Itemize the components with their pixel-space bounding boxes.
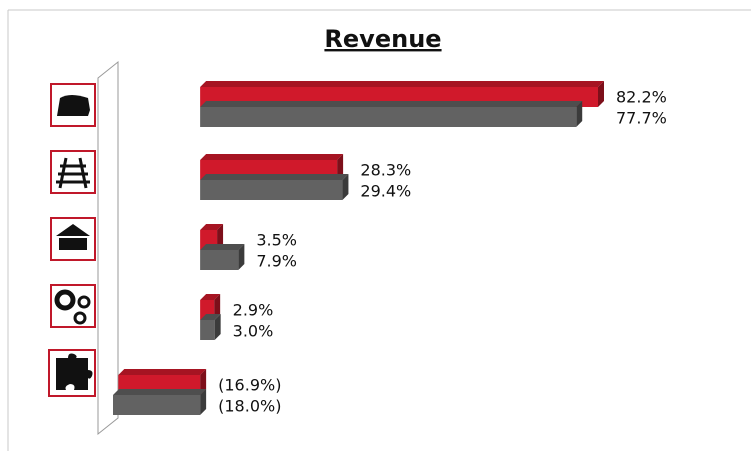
icon-box xyxy=(50,284,96,328)
bar-side xyxy=(214,314,221,340)
bar-top xyxy=(200,244,245,250)
category-icons xyxy=(48,83,96,397)
value-label: 3.5% xyxy=(256,231,297,250)
value-label: 29.4% xyxy=(360,182,411,201)
bar xyxy=(200,320,215,340)
bar-side xyxy=(337,154,344,180)
icon-box xyxy=(50,150,96,194)
bar-top xyxy=(200,81,605,87)
bar xyxy=(113,395,201,415)
icon-box xyxy=(50,217,96,261)
bar-side xyxy=(214,294,221,320)
bar-side xyxy=(200,389,207,415)
bar-side xyxy=(598,81,604,107)
bar xyxy=(200,107,577,127)
value-label: 82.2% xyxy=(616,88,667,107)
value-label: 3.0% xyxy=(233,322,274,341)
train-icon xyxy=(57,95,90,116)
bar-side xyxy=(342,174,349,200)
gear-icon xyxy=(77,295,91,309)
bar-top xyxy=(118,369,207,375)
bar-top xyxy=(200,101,583,107)
value-label: (16.9%) xyxy=(218,376,281,395)
bar xyxy=(200,180,343,200)
puzzle-icon xyxy=(56,353,93,390)
bar-top xyxy=(200,294,221,300)
station-icon xyxy=(56,224,90,250)
bar xyxy=(200,250,239,270)
chart-title: Revenue xyxy=(324,25,441,53)
icon-box xyxy=(48,349,96,397)
track-icon xyxy=(56,157,90,189)
bar-side xyxy=(576,101,583,127)
value-label: 2.9% xyxy=(233,301,274,320)
bar-top xyxy=(200,154,344,160)
value-label: 7.9% xyxy=(256,252,297,271)
bar-top xyxy=(200,174,349,180)
value-label: 77.7% xyxy=(616,109,667,128)
bar-side xyxy=(238,244,245,270)
bar-side xyxy=(217,224,224,250)
icon-box xyxy=(50,83,96,127)
bar-top xyxy=(200,224,224,230)
axis-panel xyxy=(97,60,119,436)
value-label: (18.0%) xyxy=(218,397,281,416)
gear-icon xyxy=(54,289,76,311)
gear-icon xyxy=(73,311,87,325)
value-label: 28.3% xyxy=(360,161,411,180)
bar-side xyxy=(200,369,207,395)
bar-top xyxy=(113,389,207,395)
bar-top xyxy=(200,314,221,320)
